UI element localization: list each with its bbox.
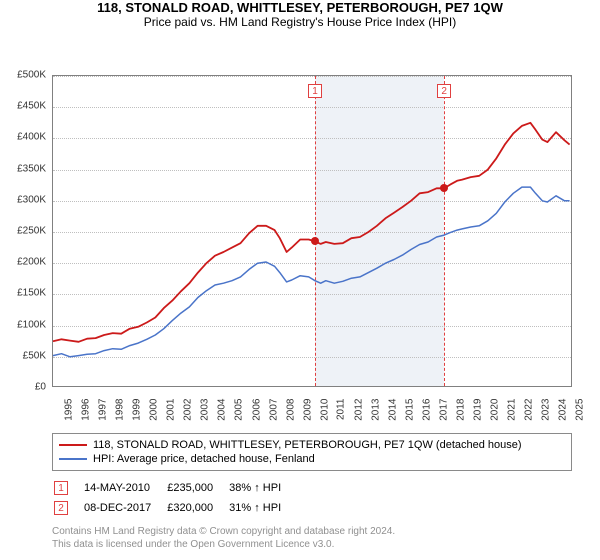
sales-table: 1 14-MAY-2010£235,00038% ↑ HPI 2 08-DEC-201… bbox=[52, 477, 297, 519]
x-tick-label: 2021 bbox=[507, 399, 518, 421]
y-tick-label: £0 bbox=[0, 382, 46, 393]
legend-row: HPI: Average price, detached house, Fenl… bbox=[59, 452, 565, 466]
y-tick-label: £100K bbox=[0, 319, 46, 330]
legend-row: 118, STONALD ROAD, WHITTLESEY, PETERBORO… bbox=[59, 438, 565, 452]
x-tick-label: 2013 bbox=[370, 399, 381, 421]
footnote-line: Contains HM Land Registry data © Crown c… bbox=[52, 525, 572, 538]
y-tick-label: £450K bbox=[0, 101, 46, 112]
sale-price: £235,000 bbox=[167, 479, 227, 497]
footnote-line: This data is licensed under the Open Gov… bbox=[52, 538, 572, 551]
x-tick-label: 2017 bbox=[438, 399, 449, 421]
sale-marker-square: 1 bbox=[54, 481, 68, 495]
sale-date: 08-DEC-2017 bbox=[84, 499, 165, 517]
x-tick-label: 1998 bbox=[114, 399, 125, 421]
legend-swatch bbox=[59, 458, 87, 460]
table-row: 2 08-DEC-2017£320,00031% ↑ HPI bbox=[54, 499, 295, 517]
page-title: 118, STONALD ROAD, WHITTLESEY, PETERBORO… bbox=[0, 0, 600, 15]
plot-area: 12 bbox=[52, 75, 572, 387]
y-tick-label: £500K bbox=[0, 70, 46, 81]
series-line-hpi_fenland bbox=[53, 187, 570, 357]
y-tick-label: £350K bbox=[0, 163, 46, 174]
sale-date: 14-MAY-2010 bbox=[84, 479, 165, 497]
table-row: 1 14-MAY-2010£235,00038% ↑ HPI bbox=[54, 479, 295, 497]
x-tick-label: 2003 bbox=[200, 399, 211, 421]
x-tick-label: 2002 bbox=[183, 399, 194, 421]
sale-dot bbox=[440, 184, 448, 192]
x-tick-label: 1995 bbox=[63, 399, 74, 421]
series-svg bbox=[53, 76, 573, 388]
x-tick-label: 2011 bbox=[335, 399, 346, 421]
x-tick-label: 2022 bbox=[524, 399, 535, 421]
y-tick-label: £300K bbox=[0, 194, 46, 205]
sale-price: £320,000 bbox=[167, 499, 227, 517]
sale-marker-square: 2 bbox=[54, 501, 68, 515]
y-tick-label: £200K bbox=[0, 257, 46, 268]
x-tick-label: 2008 bbox=[285, 399, 296, 421]
series-line-subject_property bbox=[53, 123, 570, 342]
x-tick-label: 2005 bbox=[234, 399, 245, 421]
x-tick-label: 2007 bbox=[268, 399, 279, 421]
x-tick-label: 2018 bbox=[455, 399, 466, 421]
sale-delta: 38% ↑ HPI bbox=[229, 479, 295, 497]
x-tick-label: 2020 bbox=[489, 399, 500, 421]
x-tick-label: 2024 bbox=[558, 399, 569, 421]
legend-swatch bbox=[59, 444, 87, 446]
x-tick-label: 2004 bbox=[217, 399, 228, 421]
x-tick-label: 2009 bbox=[302, 399, 313, 421]
x-tick-label: 1997 bbox=[97, 399, 108, 421]
x-tick-label: 1996 bbox=[80, 399, 91, 421]
y-tick-label: £250K bbox=[0, 226, 46, 237]
legend: 118, STONALD ROAD, WHITTLESEY, PETERBORO… bbox=[52, 433, 572, 471]
x-tick-label: 2023 bbox=[541, 399, 552, 421]
page-subtitle: Price paid vs. HM Land Registry's House … bbox=[0, 15, 600, 29]
x-tick-label: 2010 bbox=[319, 399, 330, 421]
price-chart: 12 £0 £50K £100K £150K £200K £250K £300K £350K £… bbox=[0, 29, 600, 429]
y-tick-label: £400K bbox=[0, 132, 46, 143]
x-tick-label: 2006 bbox=[251, 399, 262, 421]
y-tick-label: £150K bbox=[0, 288, 46, 299]
x-tick-label: 2015 bbox=[404, 399, 415, 421]
legend-label: HPI: Average price, detached house, Fenl… bbox=[93, 452, 315, 466]
sale-delta: 31% ↑ HPI bbox=[229, 499, 295, 517]
legend-label: 118, STONALD ROAD, WHITTLESEY, PETERBORO… bbox=[93, 438, 522, 452]
x-tick-label: 2014 bbox=[387, 399, 398, 421]
x-tick-label: 2012 bbox=[353, 399, 364, 421]
x-tick-label: 2019 bbox=[472, 399, 483, 421]
sale-dot bbox=[311, 237, 319, 245]
x-tick-label: 2016 bbox=[421, 399, 432, 421]
x-tick-label: 2001 bbox=[166, 399, 177, 421]
x-tick-label: 1999 bbox=[131, 399, 142, 421]
y-tick-label: £50K bbox=[0, 350, 46, 361]
footnotes: Contains HM Land Registry data © Crown c… bbox=[52, 525, 572, 551]
x-tick-label: 2025 bbox=[575, 399, 586, 421]
x-tick-label: 2000 bbox=[148, 399, 159, 421]
